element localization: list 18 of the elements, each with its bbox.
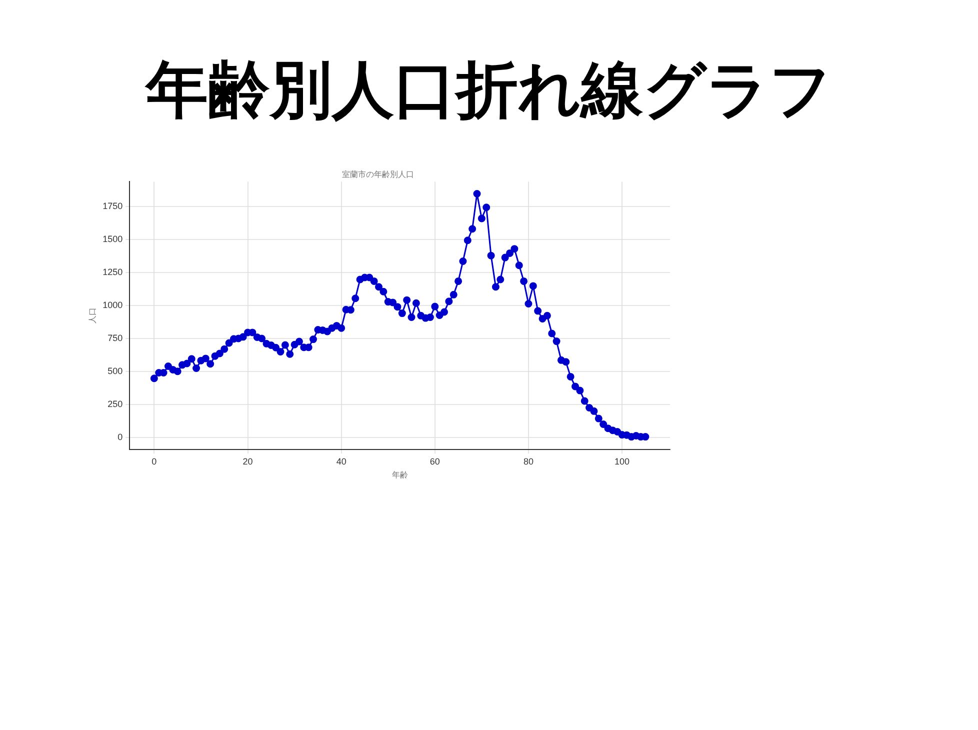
chart-subtitle: 室蘭市の年齢別人口 bbox=[342, 170, 414, 179]
x-axis-title: 年齢 bbox=[392, 470, 408, 480]
y-tick-label: 0 bbox=[118, 432, 123, 442]
chart-title: 年齢別人口折れ線グラフ bbox=[144, 52, 833, 128]
x-tick-label: 0 bbox=[152, 456, 157, 466]
x-tick-label: 40 bbox=[336, 456, 346, 466]
x-tick-label: 80 bbox=[523, 456, 534, 466]
y-tick-label: 750 bbox=[108, 332, 123, 343]
y-tick-label: 1000 bbox=[102, 300, 123, 310]
x-tick-label: 20 bbox=[242, 456, 253, 466]
y-tick-label: 1250 bbox=[102, 266, 123, 277]
y-axis-title: 人口 bbox=[88, 308, 98, 324]
x-tick-label: 60 bbox=[430, 456, 440, 466]
y-tick-label: 500 bbox=[108, 366, 123, 376]
y-tick-label: 1750 bbox=[102, 200, 123, 211]
y-tick-label: 1500 bbox=[102, 234, 123, 244]
y-tick-label: 250 bbox=[108, 398, 123, 409]
x-tick-label: 100 bbox=[614, 456, 630, 466]
